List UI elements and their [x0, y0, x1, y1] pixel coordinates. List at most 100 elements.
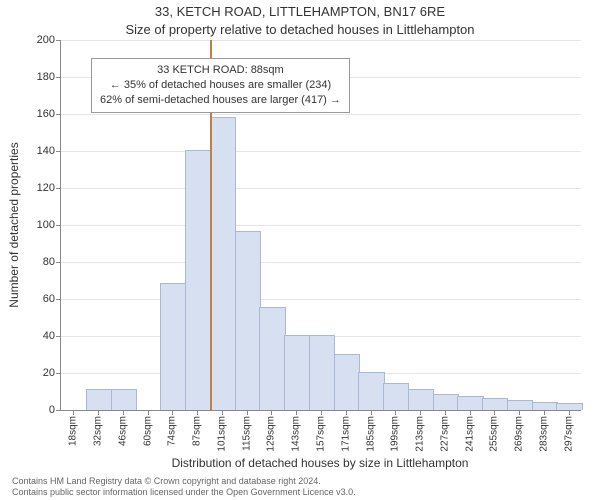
x-tick-mark: [494, 410, 495, 415]
y-tick-mark: [56, 40, 61, 41]
histogram-bar: [235, 231, 261, 410]
y-tick-label: 80: [43, 256, 55, 268]
x-tick-mark: [395, 410, 396, 415]
histogram-bar: [210, 117, 236, 410]
histogram-bar: [482, 398, 508, 410]
y-tick-label: 120: [37, 182, 55, 194]
x-tick-label: 213sqm: [415, 416, 426, 452]
y-tick-label: 20: [43, 367, 55, 379]
x-tick-label: 46sqm: [117, 416, 128, 446]
x-tick-mark: [519, 410, 520, 415]
x-tick-label: 241sqm: [464, 416, 475, 452]
y-axis-label: Number of detached properties: [7, 142, 21, 307]
histogram-bar: [284, 335, 310, 410]
grid-line: [61, 188, 581, 189]
x-tick-label: 143sqm: [291, 416, 302, 452]
y-tick-label: 200: [37, 34, 55, 46]
x-tick-label: 185sqm: [365, 416, 376, 452]
x-tick-mark: [346, 410, 347, 415]
x-tick-mark: [445, 410, 446, 415]
footer-line1: Contains HM Land Registry data © Crown c…: [12, 476, 356, 487]
x-tick-mark: [296, 410, 297, 415]
x-tick-label: 255sqm: [489, 416, 500, 452]
y-tick-mark: [56, 114, 61, 115]
y-tick-label: 140: [37, 145, 55, 157]
histogram-bar: [309, 335, 335, 410]
grid-line: [61, 151, 581, 152]
grid-line: [61, 225, 581, 226]
x-tick-label: 157sqm: [316, 416, 327, 452]
histogram-bar: [160, 283, 186, 410]
x-tick-mark: [197, 410, 198, 415]
histogram-bar: [334, 354, 360, 411]
y-tick-label: 40: [43, 330, 55, 342]
chart-title-line2: Size of property relative to detached ho…: [0, 22, 600, 37]
grid-line: [61, 40, 581, 41]
histogram-bar: [86, 389, 112, 410]
y-tick-mark: [56, 188, 61, 189]
y-tick-label: 0: [49, 404, 55, 416]
x-tick-mark: [148, 410, 149, 415]
x-tick-label: 171sqm: [340, 416, 351, 452]
x-tick-label: 101sqm: [216, 416, 227, 452]
x-tick-label: 87sqm: [192, 416, 203, 446]
histogram-bar: [457, 396, 483, 410]
chart-container: 33, KETCH ROAD, LITTLEHAMPTON, BN17 6RE …: [0, 0, 600, 500]
y-tick-mark: [56, 151, 61, 152]
x-tick-label: 269sqm: [514, 416, 525, 452]
x-tick-label: 283sqm: [538, 416, 549, 452]
x-tick-label: 74sqm: [167, 416, 178, 446]
annotation-line1: 33 KETCH ROAD: 88sqm: [100, 63, 341, 78]
histogram-bar: [433, 394, 459, 410]
y-tick-mark: [56, 410, 61, 411]
x-tick-mark: [247, 410, 248, 415]
x-tick-mark: [420, 410, 421, 415]
histogram-bar: [185, 150, 211, 410]
x-tick-mark: [98, 410, 99, 415]
x-tick-label: 199sqm: [390, 416, 401, 452]
y-tick-mark: [56, 373, 61, 374]
y-tick-label: 180: [37, 71, 55, 83]
x-tick-label: 115sqm: [241, 416, 252, 451]
x-tick-mark: [271, 410, 272, 415]
y-tick-mark: [56, 225, 61, 226]
y-tick-label: 60: [43, 293, 55, 305]
annotation-line2: ← 35% of detached houses are smaller (23…: [100, 78, 341, 93]
y-tick-mark: [56, 77, 61, 78]
x-tick-label: 129sqm: [266, 416, 277, 452]
x-tick-label: 32sqm: [93, 416, 104, 446]
grid-line: [61, 299, 581, 300]
plot-area: 02040608010012014016018020018sqm32sqm46s…: [60, 40, 581, 411]
x-tick-mark: [470, 410, 471, 415]
y-tick-label: 100: [37, 219, 55, 231]
y-tick-mark: [56, 336, 61, 337]
x-tick-mark: [321, 410, 322, 415]
y-tick-mark: [56, 262, 61, 263]
x-tick-mark: [172, 410, 173, 415]
histogram-bar: [383, 383, 409, 410]
x-tick-label: 297sqm: [563, 416, 574, 452]
footer-line2: Contains public sector information licen…: [12, 487, 356, 498]
annotation-line3: 62% of semi-detached houses are larger (…: [100, 93, 341, 108]
histogram-bar: [507, 400, 533, 410]
y-tick-mark: [56, 299, 61, 300]
histogram-bar: [408, 389, 434, 410]
y-tick-label: 160: [37, 108, 55, 120]
histogram-bar: [556, 403, 582, 410]
x-tick-label: 60sqm: [142, 416, 153, 446]
grid-line: [61, 114, 581, 115]
histogram-bar: [259, 307, 285, 410]
histogram-bar: [532, 402, 558, 410]
histogram-bar: [358, 372, 384, 410]
histogram-bar: [111, 389, 137, 410]
chart-title-line1: 33, KETCH ROAD, LITTLEHAMPTON, BN17 6RE: [0, 4, 600, 19]
x-tick-mark: [73, 410, 74, 415]
x-tick-mark: [222, 410, 223, 415]
x-tick-label: 18sqm: [68, 416, 79, 446]
x-tick-label: 227sqm: [439, 416, 450, 452]
footer-attribution: Contains HM Land Registry data © Crown c…: [12, 476, 356, 498]
x-tick-mark: [371, 410, 372, 415]
x-axis-label: Distribution of detached houses by size …: [60, 456, 580, 470]
x-tick-mark: [569, 410, 570, 415]
x-tick-mark: [544, 410, 545, 415]
